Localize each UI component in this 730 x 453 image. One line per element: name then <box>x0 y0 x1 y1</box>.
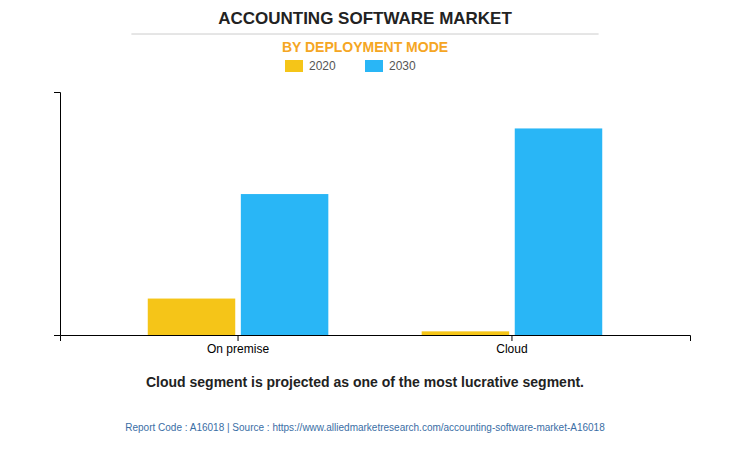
bar <box>422 331 509 335</box>
legend-label: 2020 <box>309 59 336 73</box>
legend: 2020 2030 <box>285 59 416 73</box>
chart: ACCOUNTING SOFTWARE MARKET BY DEPLOYMENT … <box>0 0 730 453</box>
x-tick-label: On premise <box>207 342 269 356</box>
legend-item: 2030 <box>365 59 416 73</box>
y-axis <box>54 93 61 336</box>
legend-item: 2020 <box>285 59 336 73</box>
x-tick: Cloud <box>496 335 527 356</box>
x-tick: On premise <box>207 335 269 356</box>
plot: On premise Cloud <box>54 93 691 356</box>
x-tick-label: Cloud <box>496 342 527 356</box>
x-axis: On premise Cloud <box>61 335 691 356</box>
x-tick-mark <box>511 335 512 341</box>
legend-swatch <box>285 60 303 72</box>
bar <box>515 128 602 335</box>
x-axis-line <box>61 336 691 342</box>
legend-label: 2030 <box>389 59 416 73</box>
x-tick-mark <box>238 335 239 341</box>
legend-swatch <box>365 60 383 72</box>
separator <box>131 34 598 35</box>
y-axis-line <box>54 93 61 336</box>
subtitle: BY DEPLOYMENT MODE <box>282 39 448 55</box>
bar <box>241 194 328 335</box>
series <box>241 128 602 335</box>
caption: Cloud segment is projected as one of the… <box>146 374 584 390</box>
series <box>148 299 509 335</box>
bar <box>148 299 235 335</box>
bars <box>148 128 602 335</box>
title: ACCOUNTING SOFTWARE MARKET <box>218 9 512 28</box>
footer: Report Code : A16018 | Source : https://… <box>125 422 605 433</box>
